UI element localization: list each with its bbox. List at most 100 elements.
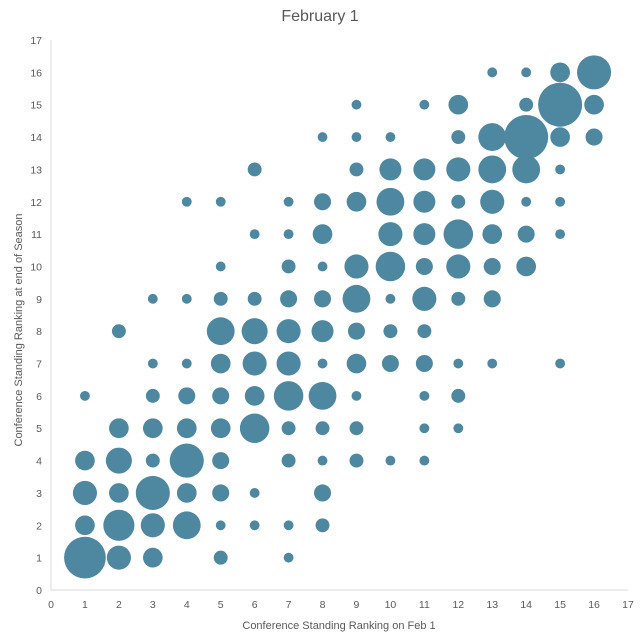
data-bubble bbox=[206, 317, 235, 346]
data-bubble bbox=[181, 358, 192, 369]
data-bubble bbox=[72, 480, 97, 505]
data-bubble bbox=[145, 453, 160, 468]
data-bubble bbox=[314, 484, 332, 502]
data-bubble bbox=[555, 358, 566, 369]
data-bubble bbox=[538, 82, 583, 127]
data-bubble bbox=[349, 421, 364, 436]
data-bubble bbox=[249, 520, 260, 531]
data-bubble bbox=[516, 256, 537, 277]
data-bubble bbox=[176, 483, 197, 503]
data-bubble bbox=[478, 123, 507, 151]
y-tick-label: 15 bbox=[30, 100, 42, 112]
data-bubble bbox=[215, 196, 226, 207]
data-bubble bbox=[315, 421, 330, 436]
data-bubble bbox=[385, 132, 396, 142]
data-bubble bbox=[241, 318, 268, 345]
data-bubble bbox=[584, 94, 604, 115]
data-bubble bbox=[109, 418, 129, 439]
data-bubble bbox=[483, 257, 501, 275]
data-bubble bbox=[413, 190, 436, 213]
data-bubble bbox=[212, 452, 230, 470]
x-tick-label: 12 bbox=[452, 599, 464, 611]
data-bubble bbox=[283, 229, 294, 240]
data-bubble bbox=[308, 381, 337, 410]
x-tick-label: 0 bbox=[48, 599, 54, 611]
y-tick-label: 4 bbox=[36, 456, 42, 468]
data-bubble bbox=[75, 515, 95, 536]
data-bubble bbox=[280, 290, 298, 308]
data-bubble bbox=[487, 358, 498, 369]
data-bubble bbox=[64, 536, 106, 579]
y-tick-label: 3 bbox=[36, 488, 42, 500]
data-bubble bbox=[142, 547, 163, 568]
data-bubble bbox=[273, 381, 304, 411]
x-tick-label: 8 bbox=[320, 599, 326, 611]
x-tick-label: 10 bbox=[385, 599, 397, 611]
data-bubble bbox=[577, 55, 612, 90]
x-tick-label: 16 bbox=[588, 599, 600, 611]
x-tick-label: 4 bbox=[184, 599, 190, 611]
data-bubble bbox=[346, 191, 367, 212]
data-bubble bbox=[383, 324, 398, 339]
data-bubble bbox=[212, 484, 230, 502]
data-bubble bbox=[311, 320, 334, 343]
x-tick-label: 5 bbox=[218, 599, 224, 611]
data-bubble bbox=[312, 224, 333, 244]
data-bubble bbox=[419, 99, 430, 110]
data-bubble bbox=[181, 196, 192, 207]
data-bubble bbox=[453, 423, 464, 434]
data-bubble bbox=[75, 450, 95, 471]
data-bubble bbox=[317, 358, 328, 369]
data-bubble bbox=[111, 324, 126, 339]
data-bubble bbox=[347, 322, 365, 340]
data-bubble bbox=[281, 259, 296, 274]
y-tick-label: 7 bbox=[36, 359, 42, 371]
data-bubble bbox=[281, 421, 296, 436]
data-bubble bbox=[314, 193, 332, 211]
data-bubble bbox=[555, 229, 566, 240]
data-bubble bbox=[317, 132, 328, 142]
data-bubble bbox=[378, 222, 403, 247]
data-bubble bbox=[142, 418, 163, 439]
data-bubble bbox=[239, 413, 270, 443]
data-bubble bbox=[281, 453, 296, 468]
data-bubble bbox=[521, 67, 532, 78]
data-bubble bbox=[178, 387, 196, 405]
data-bubble bbox=[412, 286, 437, 311]
data-bubble bbox=[351, 99, 362, 110]
data-bubble bbox=[381, 355, 399, 373]
data-bubble bbox=[213, 291, 228, 306]
data-bubble bbox=[379, 158, 402, 181]
data-bubble bbox=[249, 229, 260, 240]
x-axis-label: Conference Standing Ranking on Feb 1 bbox=[242, 620, 435, 632]
data-bubble bbox=[176, 418, 197, 439]
y-tick-label: 9 bbox=[36, 294, 42, 306]
data-bubble bbox=[451, 130, 466, 145]
data-bubble bbox=[413, 158, 436, 181]
data-bubble bbox=[145, 388, 160, 403]
data-bubble bbox=[521, 196, 532, 207]
data-bubble bbox=[169, 443, 204, 478]
data-bubble bbox=[172, 511, 201, 540]
data-bubble bbox=[342, 284, 371, 313]
data-bubble bbox=[349, 162, 364, 177]
data-bubble bbox=[135, 475, 170, 510]
x-tick-label: 15 bbox=[554, 599, 566, 611]
data-bubble bbox=[283, 552, 294, 563]
data-bubble bbox=[451, 194, 466, 209]
data-bubble bbox=[242, 351, 267, 376]
data-bubble bbox=[482, 224, 503, 244]
data-bubble bbox=[385, 455, 396, 466]
data-bubble bbox=[247, 162, 262, 177]
data-bubble bbox=[344, 254, 369, 279]
data-bubble bbox=[550, 127, 570, 147]
data-bubble bbox=[446, 157, 471, 182]
y-tick-label: 8 bbox=[36, 326, 42, 338]
y-axis-label: Conference Standing Ranking at end of Se… bbox=[13, 214, 25, 447]
data-bubble bbox=[555, 196, 566, 207]
y-tick-label: 12 bbox=[30, 197, 42, 209]
data-bubble bbox=[210, 418, 231, 439]
y-tick-label: 13 bbox=[30, 164, 42, 176]
y-tick-label: 1 bbox=[36, 553, 42, 565]
data-bubble bbox=[317, 261, 328, 272]
